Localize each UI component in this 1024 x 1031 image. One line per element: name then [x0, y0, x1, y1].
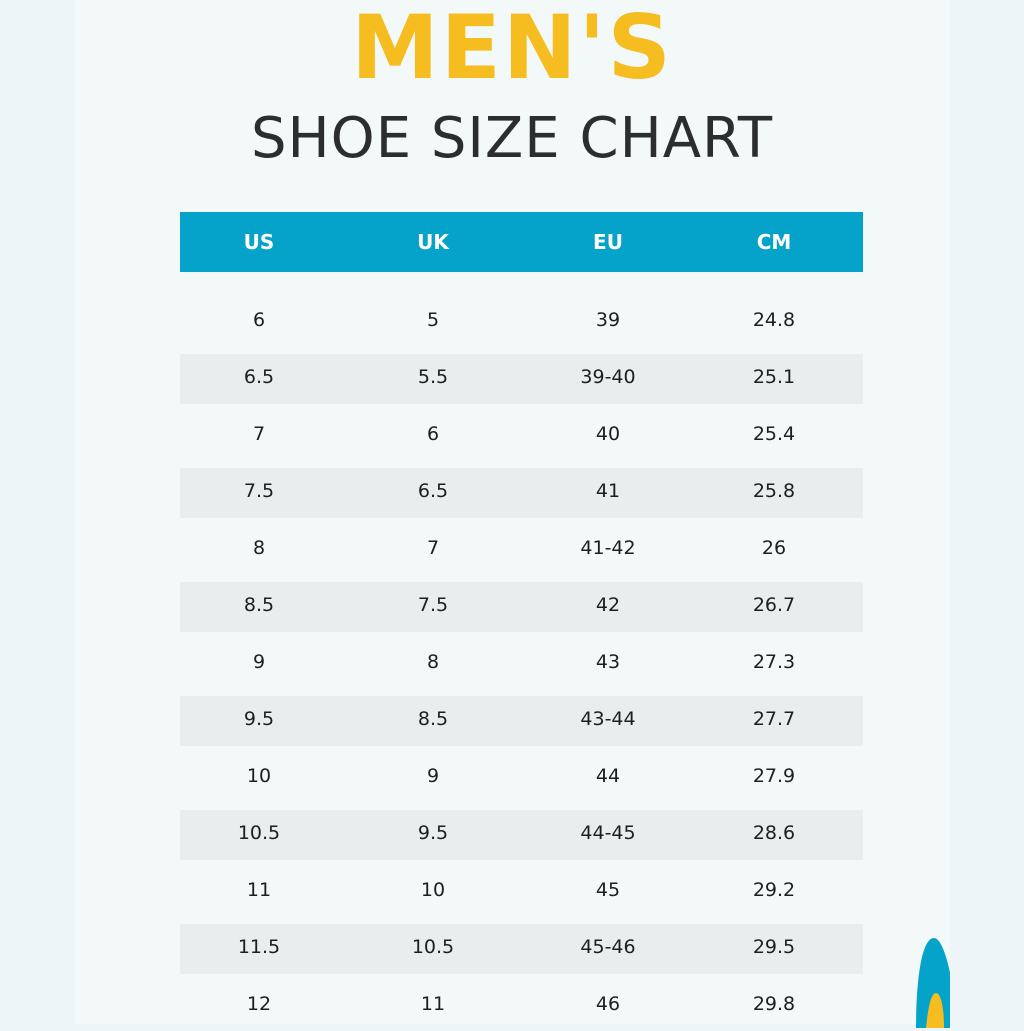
table-cell-eu: 44-45: [580, 822, 636, 844]
table-cell-cm: 25.4: [752, 423, 796, 445]
table-cell-uk: 5.5: [417, 366, 449, 388]
table-cell-uk: 10: [420, 879, 446, 901]
table-cell-cm: 27.3: [752, 651, 796, 673]
column-header-uk: UK: [417, 230, 449, 254]
column-header-eu: EU: [593, 230, 623, 254]
table-cell-eu: 43: [595, 651, 621, 673]
table-row: 6.5 5.5 39-40 25.1: [180, 354, 863, 404]
table-cell-uk: 6: [426, 423, 440, 445]
table-cell-cm: 29.8: [752, 993, 796, 1015]
table-cell-us: 6: [252, 309, 266, 331]
table-row: 6 5 39 24.8: [180, 297, 863, 347]
table-cell-us: 9: [252, 651, 266, 673]
table-cell-eu: 42: [595, 594, 621, 616]
table-cell-cm: 27.7: [752, 708, 796, 730]
table-cell-cm: 29.5: [752, 936, 796, 958]
table-cell-cm: 28.6: [752, 822, 796, 844]
table-row: 12 11 46 29.8: [180, 981, 863, 1031]
table-cell-us: 6.5: [243, 366, 275, 388]
table-cell-eu: 39: [595, 309, 621, 331]
table-cell-eu: 40: [595, 423, 621, 445]
table-cell-us: 7.5: [243, 480, 275, 502]
table-row: 10 9 44 27.9: [180, 753, 863, 803]
table-cell-eu: 41-42: [580, 537, 636, 559]
table-row: 7 6 40 25.4: [180, 411, 863, 461]
table-cell-uk: 9.5: [417, 822, 449, 844]
table-cell-cm: 25.1: [752, 366, 796, 388]
table-cell-us: 8.5: [243, 594, 275, 616]
table-row: 10.5 9.5 44-45 28.6: [180, 810, 863, 860]
table-row: 7.5 6.5 41 25.8: [180, 468, 863, 518]
table-cell-eu: 43-44: [580, 708, 636, 730]
table-cell-cm: 26.7: [752, 594, 796, 616]
table-row: 9 8 43 27.3: [180, 639, 863, 689]
table-cell-eu: 45: [595, 879, 621, 901]
table-cell-eu: 46: [595, 993, 621, 1015]
table-cell-cm: 26: [761, 537, 787, 559]
table-cell-eu: 39-40: [580, 366, 636, 388]
table-cell-us: 12: [246, 993, 272, 1015]
table-cell-cm: 29.2: [752, 879, 796, 901]
table-cell-cm: 24.8: [752, 309, 796, 331]
table-cell-uk: 9: [426, 765, 440, 787]
page-title: MEN'S: [351, 0, 673, 99]
table-cell-cm: 25.8: [752, 480, 796, 502]
table-cell-uk: 11: [420, 993, 446, 1015]
column-header-cm: CM: [756, 230, 792, 254]
table-row: 11 10 45 29.2: [180, 867, 863, 917]
table-cell-eu: 41: [595, 480, 621, 502]
table-cell-us: 11.5: [237, 936, 281, 958]
table-cell-us: 10: [246, 765, 272, 787]
table-cell-uk: 6.5: [417, 480, 449, 502]
table-cell-us: 11: [246, 879, 272, 901]
shoe-decoration-icon: [916, 938, 950, 1028]
table-row: 8.5 7.5 42 26.7: [180, 582, 863, 632]
column-header-us: US: [243, 230, 275, 254]
table-cell-us: 8: [252, 537, 266, 559]
table-cell-us: 7: [252, 423, 266, 445]
table-header: US UK EU CM: [180, 212, 863, 272]
table-cell-us: 9.5: [243, 708, 275, 730]
table-cell-cm: 27.9: [752, 765, 796, 787]
page-subtitle: SHOE SIZE CHART: [250, 106, 774, 171]
table-cell-eu: 45-46: [580, 936, 636, 958]
table-cell-uk: 7: [426, 537, 440, 559]
table-row: 11.5 10.5 45-46 29.5: [180, 924, 863, 974]
table-row: 8 7 41-42 26: [180, 525, 863, 575]
table-row: 9.5 8.5 43-44 27.7: [180, 696, 863, 746]
table-cell-uk: 5: [426, 309, 440, 331]
table-cell-uk: 8.5: [417, 708, 449, 730]
table-cell-eu: 44: [595, 765, 621, 787]
table-cell-uk: 7.5: [417, 594, 449, 616]
table-cell-us: 10.5: [237, 822, 281, 844]
table-cell-uk: 8: [426, 651, 440, 673]
table-cell-uk: 10.5: [411, 936, 455, 958]
